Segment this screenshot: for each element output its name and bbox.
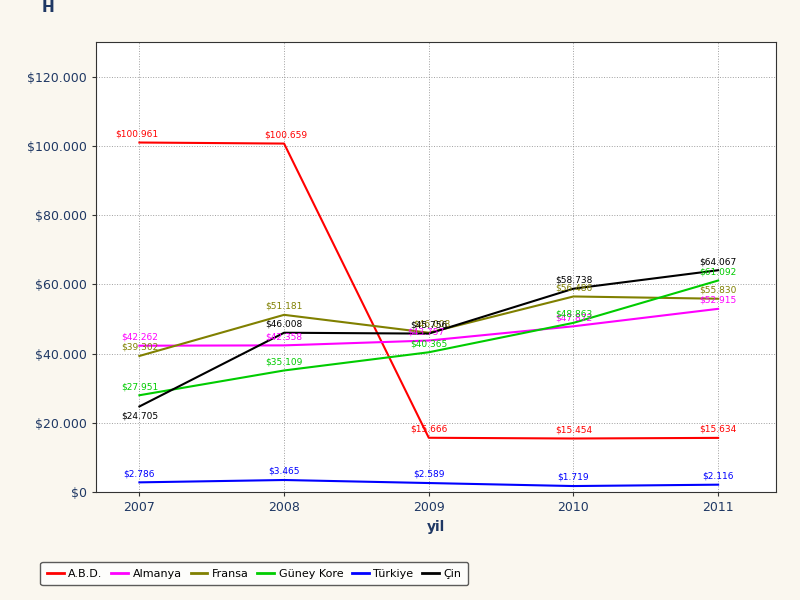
Legend: A.B.D., Almanya, Fransa, Güney Kore, Türkiye, Çin: A.B.D., Almanya, Fransa, Güney Kore, Tür… xyxy=(40,562,468,586)
Text: $100.961: $100.961 xyxy=(115,130,158,139)
Text: $52.915: $52.915 xyxy=(699,296,737,305)
Text: $43.757: $43.757 xyxy=(407,328,445,337)
Text: $47.872: $47.872 xyxy=(555,313,592,322)
Text: $2.116: $2.116 xyxy=(702,472,734,481)
Text: $35.109: $35.109 xyxy=(266,358,302,367)
Text: $40.365: $40.365 xyxy=(410,339,447,348)
Text: $46.008: $46.008 xyxy=(266,320,302,329)
Text: $2.589: $2.589 xyxy=(413,470,445,479)
Text: $48.863: $48.863 xyxy=(555,310,592,319)
Text: $64.067: $64.067 xyxy=(699,257,737,266)
Text: $42.358: $42.358 xyxy=(266,332,302,341)
Text: $39.302: $39.302 xyxy=(121,343,158,352)
X-axis label: yil: yil xyxy=(427,520,445,533)
Text: $56.486: $56.486 xyxy=(555,283,592,292)
Text: $15.666: $15.666 xyxy=(410,425,447,434)
Text: $27.951: $27.951 xyxy=(121,382,158,391)
Text: $42.262: $42.262 xyxy=(121,332,158,341)
Text: $15.454: $15.454 xyxy=(555,425,592,434)
Text: $58.738: $58.738 xyxy=(554,275,592,284)
Text: $1.719: $1.719 xyxy=(558,473,590,482)
Text: $46.008: $46.008 xyxy=(413,320,450,329)
Text: $3.465: $3.465 xyxy=(268,467,300,476)
Text: H: H xyxy=(42,0,54,15)
Text: $2.786: $2.786 xyxy=(124,469,155,478)
Text: $15.634: $15.634 xyxy=(699,425,737,434)
Text: $51.181: $51.181 xyxy=(266,302,302,311)
Text: $100.659: $100.659 xyxy=(264,130,307,139)
Text: $45.756: $45.756 xyxy=(410,320,447,329)
Text: $61.092: $61.092 xyxy=(699,268,737,277)
Text: $55.830: $55.830 xyxy=(699,286,737,295)
Text: $24.705: $24.705 xyxy=(121,412,158,421)
